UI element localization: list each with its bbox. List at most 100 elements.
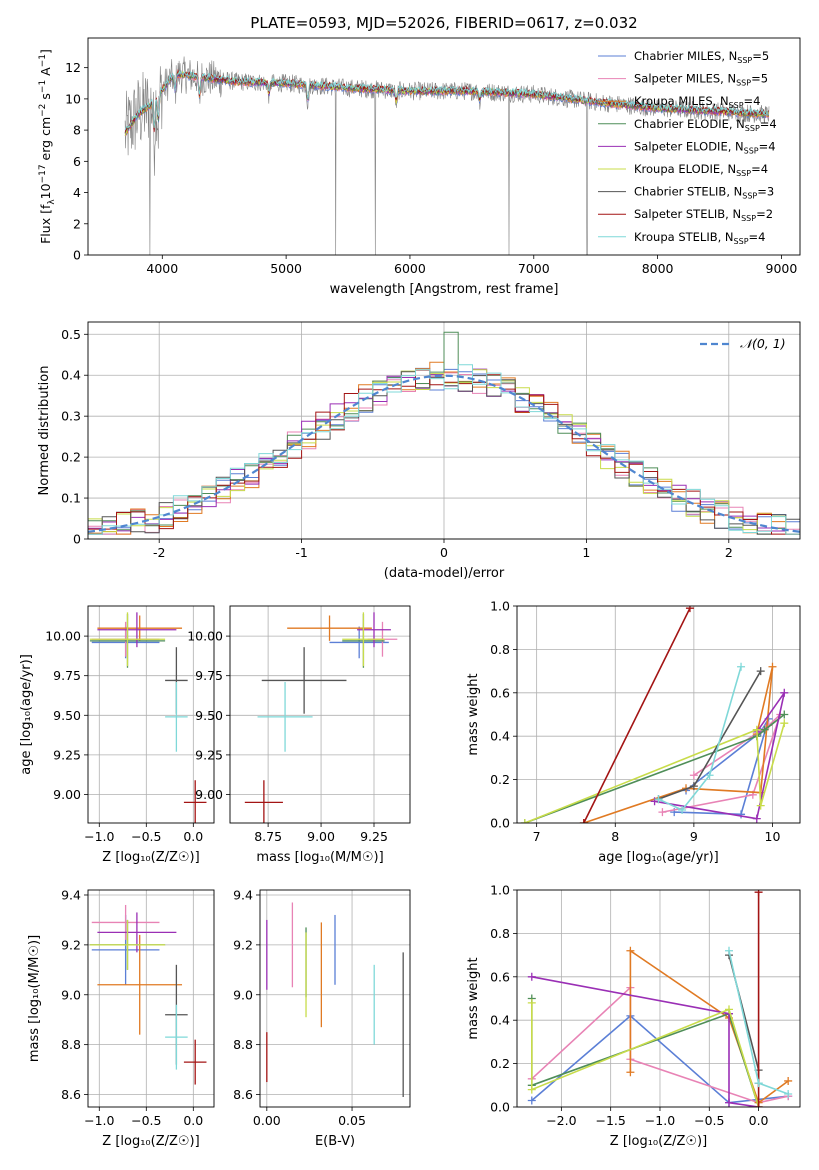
weight_vs_age-ytick-label: 0.8 <box>490 642 510 657</box>
age_vs_Z-xtick-label: 0.0 <box>183 829 203 844</box>
mass_vs_Z-xlabel: Z [log₁₀(Z/Z☉)] <box>102 1134 199 1149</box>
age_vs_mass-xtick-label: 8.75 <box>254 829 282 844</box>
residual-hist-8 <box>88 364 800 535</box>
spectrum-ylabel-part: −1 <box>38 80 48 93</box>
mass_vs_Z-ytick-label: 9.2 <box>61 937 81 952</box>
weight_vs_Z-xlabel: Z [log₁₀(Z/Z☉)] <box>610 1134 707 1149</box>
legend-entry-text: =4 <box>760 117 777 131</box>
legend-entry-sub: SSP <box>742 192 757 201</box>
weight_vs_Z-ytick-label: 0.6 <box>490 969 510 984</box>
spectrum-ylabel-part: λ <box>47 199 57 205</box>
age_vs_mass-frame <box>229 605 411 824</box>
age_vs_mass-xlabel: mass [log₁₀(M/M☉)] <box>256 850 383 865</box>
spectrum-ylabel-part: −2 <box>38 104 48 117</box>
weight_vs_age-ylabel: mass weight <box>466 673 481 755</box>
spectrum-lines <box>124 56 770 255</box>
legend-entry-7: Salpeter STELIB, NSSP=2 <box>634 207 773 223</box>
spectrum-ytick-label: 8 <box>73 123 81 138</box>
weight_vs_age-marker-5-0 <box>520 819 529 823</box>
mass_vs_EBV-xtick-label: 0.05 <box>338 1113 366 1128</box>
spectrum-ylabel: Flux [fλ10−17 erg cm−2 s−1 A−1] <box>38 49 57 244</box>
weight_vs_Z-marker-2-0 <box>626 1068 635 1077</box>
legend-entry-1: Salpeter MILES, NSSP=5 <box>634 72 768 88</box>
age_vs_Z-ytick-label: 9.00 <box>53 787 81 802</box>
mass_vs_EBV-ytick-label: 9.0 <box>233 987 253 1002</box>
spectrum-ylabel-part: A <box>38 67 53 80</box>
weight_vs_Z-line-4 <box>531 976 759 1107</box>
spectrum-ylabel-part: erg cm <box>38 117 53 165</box>
spectrum-xtick-label: 5000 <box>270 261 302 276</box>
age_vs_Z-ylabel: age [log₁₀(age/yr)] <box>19 654 34 775</box>
weight_vs_age-ytick-label: 1.0 <box>490 599 510 614</box>
residuals-ytick-label: 0.1 <box>61 491 81 506</box>
weight_vs_age-marker-5-3 <box>780 719 789 728</box>
legend-entry-text: =5 <box>751 72 768 86</box>
age_vs_Z-ytick-label: 9.25 <box>53 747 81 762</box>
weight_vs_Z-marker-8-2 <box>784 1089 793 1098</box>
weight_vs_Z-ylabel: mass weight <box>466 957 481 1039</box>
spectrum-ylabel-part: s <box>38 93 53 104</box>
legend-entry-text: Chabrier STELIB, N <box>634 185 742 199</box>
gaussian-curve <box>88 374 800 533</box>
weight_vs_age-marker-5-1 <box>752 725 761 734</box>
weight_vs_Z-ytick-label: 1.0 <box>490 883 510 898</box>
mass_vs_EBV-points <box>266 902 404 1098</box>
spectrum-xtick-label: 4000 <box>146 261 178 276</box>
weight_vs_age-marker-1-0 <box>658 808 667 817</box>
weight_vs_Z-ytick-label: 0.2 <box>490 1056 510 1071</box>
weight_vs_age-xtick-label: 7 <box>533 829 541 844</box>
age_vs_Z-ytick-label: 9.50 <box>53 708 81 723</box>
weight_vs_Z-marker-7-1 <box>754 1103 763 1107</box>
legend-entry-text: =2 <box>756 207 773 221</box>
weight_vs_age-marker-3-2 <box>780 710 789 719</box>
residuals-xtick-label: 2 <box>725 545 733 560</box>
weight_vs_age-xtick-label: 8 <box>611 829 619 844</box>
residuals-ylabel: Normed distribution <box>37 366 52 496</box>
spectrum-xtick-label: 8000 <box>642 261 674 276</box>
weight_vs_Z-xtick-label: −0.5 <box>694 1113 724 1128</box>
weight_vs_Z-series <box>527 890 793 1107</box>
weight_vs_age-marker-8-1 <box>678 805 687 814</box>
weight_vs_age-line-3 <box>524 713 785 823</box>
weight_vs_age-marker-4-2 <box>780 688 789 697</box>
weight_vs_age-frame <box>516 605 801 824</box>
spectrum-ytick-label: 12 <box>65 60 81 75</box>
weight_vs_age-marker-1-4 <box>689 771 698 780</box>
legend-entry-text: =4 <box>759 139 776 153</box>
weight_vs_age-marker-8-3 <box>737 662 746 671</box>
weight_vs_age-marker-5-2 <box>756 801 765 810</box>
spectrum-ylabel-part: −1 <box>38 54 48 67</box>
spectrum-ytick-label: 6 <box>73 154 81 169</box>
legend-entry-5: Kroupa ELODIE, NSSP=4 <box>634 162 768 178</box>
mass_vs_EBV-xtick-label: 0.00 <box>253 1113 281 1128</box>
weight_vs_age-ytick-label: 0.0 <box>490 816 510 831</box>
weight_vs_age-line-8 <box>658 666 742 811</box>
legend-entry-text: Salpeter STELIB, N <box>634 207 741 221</box>
legend-entry-8: Kroupa STELIB, NSSP=4 <box>634 230 765 246</box>
weight_vs_age-marker-7-1 <box>685 606 694 613</box>
spectrum-legend: Chabrier MILES, NSSP=5 Salpeter MILES, NS… <box>598 49 777 246</box>
weight_vs_age-ytick-label: 0.6 <box>490 685 510 700</box>
legend-entry-text: Kroupa MILES, N <box>634 94 729 108</box>
residuals-xtick-label: 1 <box>582 545 590 560</box>
legend-entry-0: Chabrier MILES, NSSP=5 <box>634 49 769 65</box>
legend-entry-sub: SSP <box>734 237 749 246</box>
mass_vs_EBV-xlabel: E(B-V) <box>315 1134 355 1149</box>
age_vs_Z-xtick-label: −1.0 <box>84 829 114 844</box>
residuals-xtick-label: -1 <box>295 545 307 560</box>
weight_vs_Z-marker-8-0 <box>725 946 734 955</box>
spectrum-ylabel-part: Flux [f <box>38 204 53 244</box>
weight_vs_age-xlabel: age [log₁₀(age/yr)] <box>598 850 719 865</box>
age_vs_mass-ytick-label: 10.00 <box>187 629 223 644</box>
weight_vs_Z-marker-5-0 <box>527 998 536 1007</box>
age_vs_Z-points <box>89 612 207 823</box>
age_vs_mass-axes: 8.75 9.00 9.25 9.00 9.25 9.50 9.75 10.00 <box>187 606 410 844</box>
weight_vs_Z-ytick-label: 0.0 <box>490 1100 510 1115</box>
mass_vs_Z-xtick-label: 0.0 <box>183 1113 203 1128</box>
spectrum-ylabel-part: −17 <box>38 164 48 183</box>
weight_vs_Z-marker-5-2 <box>725 1005 734 1014</box>
mass_vs_EBV-frame <box>259 889 411 1108</box>
residual-legend: 𝒩(0, 1) <box>700 336 786 351</box>
